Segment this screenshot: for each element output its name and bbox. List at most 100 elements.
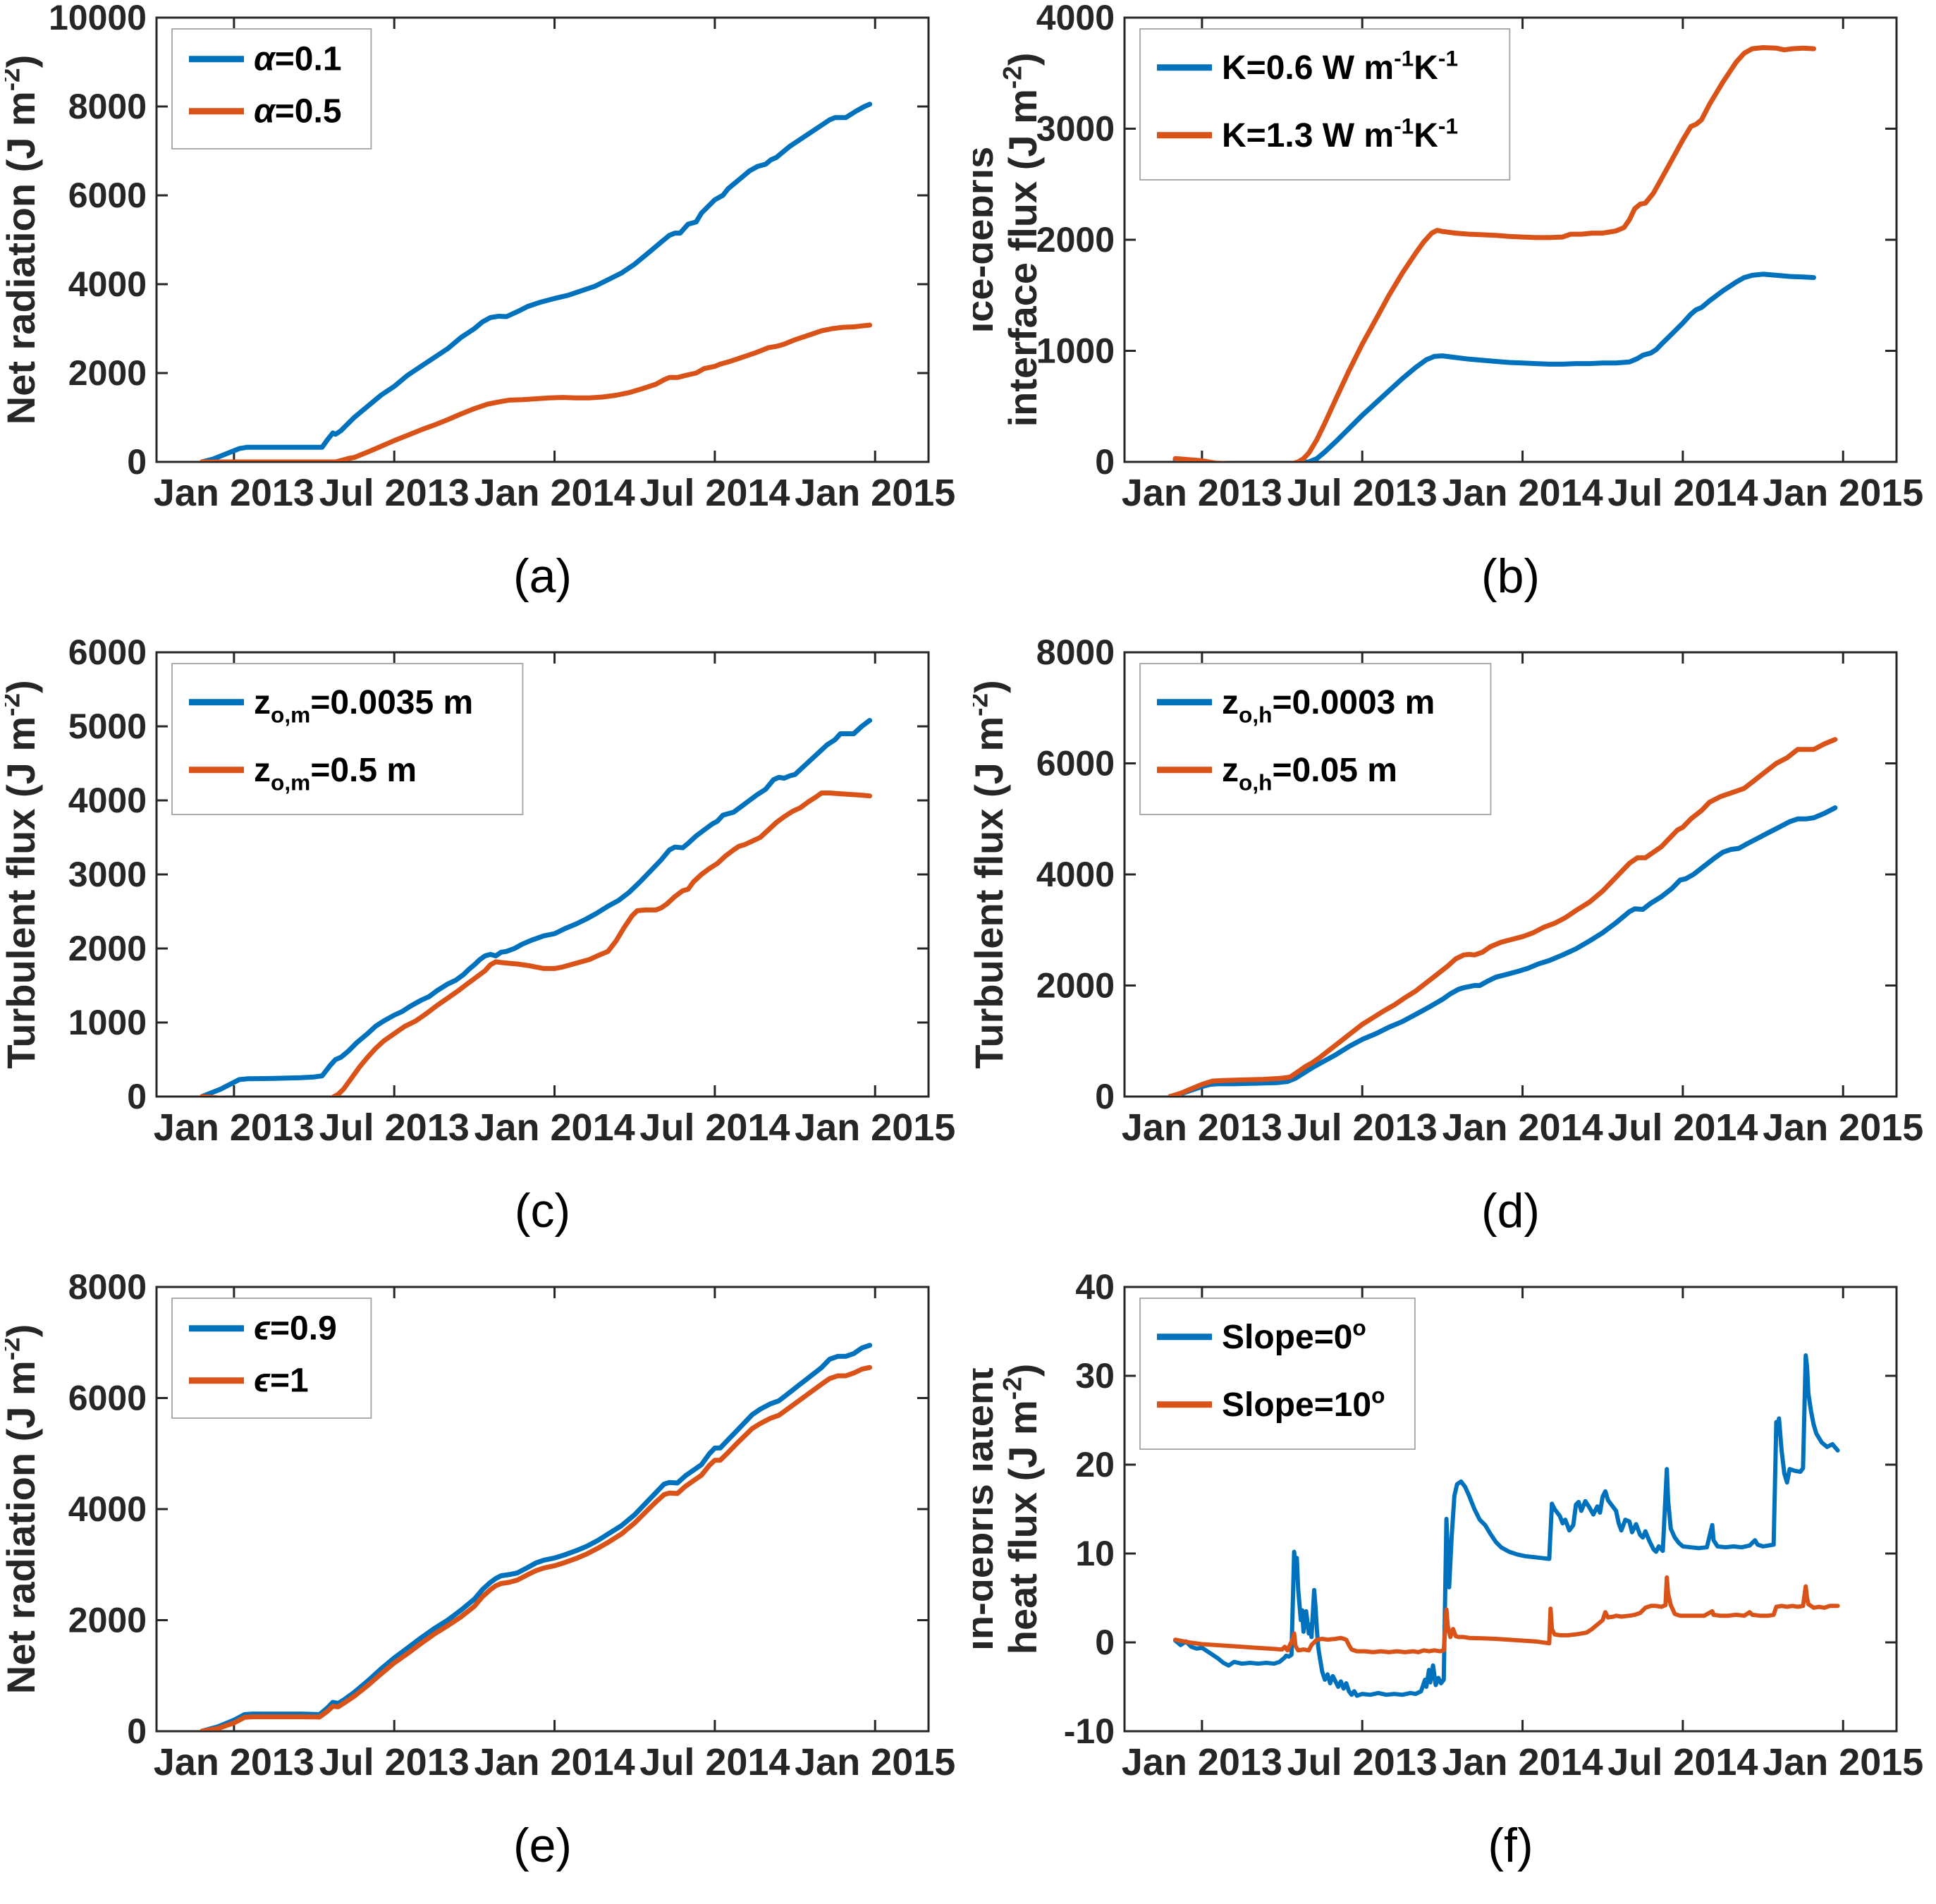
y-tick-label: 20 [1075, 1445, 1115, 1484]
y-axis-label: Net radiation (J m-2) [5, 1324, 43, 1694]
panel-letter-label: (c) [514, 1184, 570, 1238]
x-tick-label: Jan 2014 [474, 1106, 635, 1149]
panel-f: Jan 2013 Jul 2013 Jan 2014 Jul 2014 Jan 2015… [968, 1269, 1936, 1904]
legend: zo,h=0.0003 m zo,h=0.05 m [1139, 663, 1491, 815]
panel-letter-label: (d) [1481, 1184, 1539, 1238]
x-tick-label: Jan 2015 [1763, 472, 1923, 514]
x-tick-label: Jul 2014 [639, 1741, 790, 1783]
series-line [1167, 805, 1837, 1096]
x-tick-label: Jul 2014 [1607, 1741, 1758, 1783]
legend: α=0.1 α=0.5 [171, 28, 372, 149]
x-tick-label: Jan 2015 [1763, 1741, 1923, 1783]
y-tick-label: 4000 [1036, 855, 1114, 894]
x-tick-label: Jan 2014 [474, 472, 635, 514]
y-tick-label: 1000 [68, 1003, 146, 1042]
y-tick-label: 0 [1095, 1077, 1115, 1116]
panel-a: Jan 2013 Jul 2013 Jan 2014 Jul 2014 Jan 2015… [0, 0, 968, 635]
legend-entry-label: zo,m=0.0035 m [254, 684, 473, 727]
x-tick-label: Jan 2013 [1121, 472, 1282, 514]
series-line [199, 718, 872, 1096]
series-group [1167, 737, 1837, 1096]
legend-entry-label: Slope=0o [1222, 1315, 1366, 1356]
y-tick-label: 0 [127, 1711, 147, 1751]
x-tick-label: Jan 2014 [1442, 472, 1603, 514]
legend-entry-label: ϵ=0.9 [254, 1310, 337, 1348]
panel-d: Jan 2013 Jul 2013 Jan 2014 Jul 2014 Jan 2015… [968, 635, 1936, 1269]
x-tick-label: Jan 2015 [795, 1106, 955, 1149]
y-axis-label: heat flux (J m-2) [998, 1364, 1044, 1654]
y-tick-label: 8000 [68, 1269, 146, 1307]
y-tick-label: 4000 [68, 781, 146, 820]
series-group [199, 102, 872, 461]
x-tick-label: Jul 2013 [1287, 1741, 1437, 1783]
x-tick-label: Jan 2013 [1121, 1106, 1282, 1149]
y-tick-label: 10 [1075, 1534, 1115, 1573]
y-tick-label: 4000 [1036, 0, 1114, 37]
panel-b: Jan 2013 Jul 2013 Jan 2014 Jul 2014 Jan 2015… [968, 0, 1936, 635]
x-tick-label: Jan 2013 [1121, 1741, 1282, 1783]
chart-turbulent-flux-zom: Jan 2013 Jul 2013 Jan 2014 Jul 2014 Jan 2015… [5, 635, 955, 1238]
y-axis-label: In-debris latent [973, 1367, 1001, 1650]
x-tick-label: Jul 2014 [639, 472, 790, 514]
panel-letter-label: (a) [513, 549, 571, 603]
y-tick-label: 2000 [1036, 966, 1114, 1006]
panel-letter-label: (e) [513, 1819, 571, 1872]
y-tick-label: 3000 [68, 855, 146, 894]
panel-letter-label: (f) [1488, 1819, 1533, 1872]
x-tick-label: Jan 2014 [474, 1741, 635, 1783]
legend: ϵ=0.9 ϵ=1 [171, 1298, 372, 1419]
y-tick-label: -10 [1063, 1711, 1114, 1751]
legend-entry-label: α=0.1 [254, 41, 342, 78]
series-line [1172, 1353, 1840, 1698]
y-axis-label: Ice-debris [973, 147, 1001, 334]
y-tick-label: 4000 [68, 1489, 146, 1529]
y-axis-label: interface flux (J m-2) [998, 53, 1044, 427]
x-tick-label: Jan 2013 [153, 472, 314, 514]
chart-net-radiation-emissivity: Jan 2013 Jul 2013 Jan 2014 Jul 2014 Jan 2015… [5, 1269, 955, 1872]
legend: Slope=0o Slope=10o [1139, 1298, 1416, 1450]
y-tick-label: 2000 [1036, 220, 1114, 260]
x-tick-label: Jul 2013 [319, 1741, 469, 1783]
x-tick-label: Jul 2014 [639, 1106, 790, 1149]
series-group [199, 718, 872, 1096]
y-tick-label: 2000 [68, 1601, 146, 1640]
legend-entry-label: Slope=10o [1222, 1383, 1385, 1424]
axis-ticks [156, 651, 929, 1098]
x-tick-label: Jan 2015 [795, 1741, 955, 1783]
x-tick-label: Jul 2013 [319, 1106, 469, 1149]
legend-entry-label: ϵ=1 [254, 1362, 309, 1400]
y-tick-label: 0 [127, 442, 147, 482]
series-line [1167, 737, 1837, 1096]
y-tick-label: 6000 [68, 635, 146, 672]
panel-letter-label: (b) [1481, 549, 1539, 603]
x-tick-label: Jan 2013 [153, 1741, 314, 1783]
y-tick-label: 5000 [68, 707, 146, 746]
x-tick-label: Jul 2013 [1287, 1106, 1437, 1149]
series-line [199, 1343, 872, 1731]
series-line [1172, 1575, 1840, 1654]
legend-entry-label: zo,m=0.5 m [254, 752, 417, 795]
x-tick-label: Jan 2015 [795, 472, 955, 514]
series-line [199, 791, 872, 1096]
y-tick-label: 3000 [1036, 109, 1114, 149]
series-line [199, 1365, 872, 1731]
y-tick-label: 2000 [68, 929, 146, 968]
series-line [199, 322, 872, 461]
x-tick-label: Jul 2013 [319, 472, 469, 514]
chart-net-radiation-albedo: Jan 2013 Jul 2013 Jan 2014 Jul 2014 Jan 2015… [5, 0, 955, 603]
series-group [1172, 1353, 1840, 1698]
y-tick-label: 8000 [1036, 635, 1114, 672]
y-tick-label: 0 [1095, 1623, 1115, 1662]
y-tick-label: 0 [1095, 442, 1115, 482]
x-tick-label: Jan 2015 [1763, 1106, 1923, 1149]
y-tick-label: 30 [1075, 1356, 1115, 1396]
axis-ticks [1124, 1286, 1897, 1733]
axis-ticks [1124, 16, 1897, 463]
y-tick-label: 1000 [1036, 331, 1114, 371]
x-tick-label: Jul 2014 [1607, 1106, 1758, 1149]
y-axis-label: Net radiation (J m-2) [5, 55, 43, 425]
chart-ice-debris-interface-flux: Jan 2013 Jul 2013 Jan 2014 Jul 2014 Jan 2015… [973, 0, 1923, 603]
panel-e: Jan 2013 Jul 2013 Jan 2014 Jul 2014 Jan 2015… [0, 1269, 968, 1904]
series-line [1172, 45, 1816, 461]
